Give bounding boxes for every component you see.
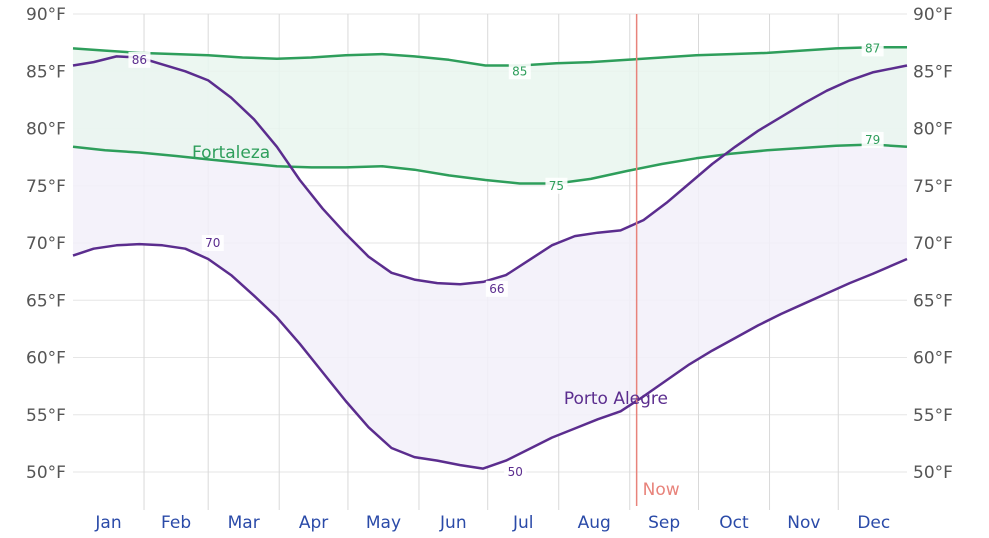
- y-tick-right-1: 55°F: [913, 406, 953, 426]
- y-tick-left-5: 75°F: [26, 177, 66, 197]
- temperature-lines: [72, 45, 908, 470]
- fortaleza-high-line: [72, 45, 907, 67]
- y-tick-left-7: 85°F: [26, 62, 66, 82]
- month-label-jul: Jul: [512, 513, 534, 533]
- porto-alegre-data-label-2: 66: [489, 282, 504, 296]
- y-tick-left-8: 90°F: [26, 5, 66, 25]
- y-tick-right-5: 75°F: [913, 177, 953, 197]
- porto-alegre-data-label-3: 50: [508, 465, 523, 479]
- month-label-nov: Nov: [787, 513, 820, 533]
- temperature-bands: [73, 47, 907, 469]
- y-tick-left-6: 80°F: [26, 120, 66, 140]
- y-tick-right-0: 50°F: [913, 463, 953, 483]
- y-tick-left-4: 70°F: [26, 234, 66, 254]
- month-label-sep: Sep: [648, 513, 680, 533]
- y-tick-right-7: 85°F: [913, 62, 953, 82]
- month-label-may: May: [366, 513, 401, 533]
- y-tick-right-2: 60°F: [913, 349, 953, 369]
- porto-alegre-data-label-1: 70: [205, 236, 220, 250]
- month-label-aug: Aug: [578, 513, 611, 533]
- y-tick-right-4: 70°F: [913, 234, 953, 254]
- month-label-apr: Apr: [299, 513, 328, 533]
- fortaleza-label-bg-3: [861, 131, 884, 148]
- fortaleza-data-label-3: 79: [865, 133, 880, 147]
- fortaleza-data-label-1: 87: [865, 41, 880, 55]
- porto-alegre-high-line: [72, 55, 908, 286]
- y-axis-right: 50°F 55°F 60°F 65°F 70°F 75°F 80°F 85°F 90°F: [913, 5, 953, 483]
- fortaleza-label-bg-2: [545, 177, 568, 194]
- y-tick-left-1: 55°F: [26, 406, 66, 426]
- fortaleza-data-label-0: 85: [512, 64, 527, 78]
- fortaleza-low-line: [72, 143, 908, 185]
- fortaleza-band: [73, 47, 907, 184]
- now-label: Now: [643, 480, 680, 500]
- y-tick-left-3: 65°F: [26, 291, 66, 311]
- fortaleza-label-bg-0: [508, 63, 531, 80]
- series-name-porto-alegre: Porto Alegre: [564, 389, 668, 409]
- month-label-dec: Dec: [857, 513, 890, 533]
- month-label-mar: Mar: [228, 513, 260, 533]
- series-name-fortaleza: Fortaleza: [192, 143, 270, 163]
- month-label-jan: Jan: [94, 513, 121, 533]
- y-tick-right-8: 90°F: [913, 5, 953, 25]
- porto-alegre-label-bg-2: [485, 280, 508, 297]
- now-marker: Now: [635, 14, 680, 506]
- y-tick-right-6: 80°F: [913, 120, 953, 140]
- porto-alegre-data-label-0: 86: [132, 53, 147, 67]
- fortaleza-label-bg-1: [861, 40, 884, 57]
- porto-alegre-label-bg-3: [504, 464, 527, 480]
- porto-alegre-label-bg-0: [128, 51, 151, 68]
- point-labels: 85 87 75 79 86 70 66 50: [128, 40, 884, 480]
- porto-alegre-label-bg-1: [201, 235, 224, 251]
- month-label-jun: Jun: [439, 513, 467, 533]
- y-tick-right-3: 65°F: [913, 291, 953, 311]
- month-label-oct: Oct: [719, 513, 749, 533]
- x-axis: Jan Feb Mar Apr May Jun Jul Aug Sep Oct Nov Dec: [94, 513, 890, 533]
- series-names: Fortaleza Porto Alegre: [192, 143, 668, 409]
- y-tick-left-2: 60°F: [26, 349, 66, 369]
- porto-alegre-low-line: [72, 242, 908, 470]
- y-tick-left-0: 50°F: [26, 463, 66, 483]
- month-label-feb: Feb: [161, 513, 191, 533]
- fortaleza-data-label-2: 75: [549, 179, 564, 193]
- y-axis-left: 50°F 55°F 60°F 65°F 70°F 75°F 80°F 85°F 90°F: [26, 5, 66, 483]
